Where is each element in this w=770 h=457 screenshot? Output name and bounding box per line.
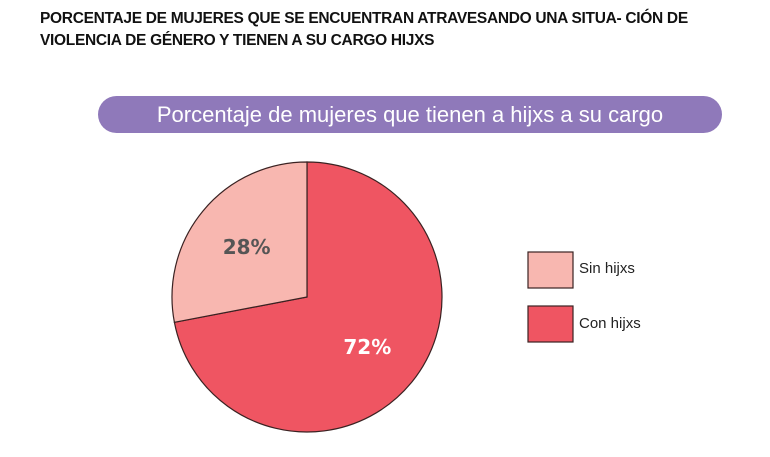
page-title: PORCENTAJE DE MUJERES QUE SE ENCUENTRAN … — [40, 10, 688, 49]
legend-swatch — [527, 305, 574, 343]
legend-swatch — [527, 251, 574, 289]
legend-label-con-hijxs: Con hijxs — [579, 315, 641, 332]
pie-slice-sin-hijxs — [171, 161, 308, 323]
pie-slice-con-hijxs — [173, 161, 443, 433]
data-label: 72% — [343, 335, 391, 359]
legend-label-sin-hijxs: Sin hijxs — [579, 260, 635, 277]
chart-title-banner: Porcentaje de mujeres que tienen a hijxs… — [98, 96, 722, 133]
data-label: 28% — [223, 235, 271, 259]
